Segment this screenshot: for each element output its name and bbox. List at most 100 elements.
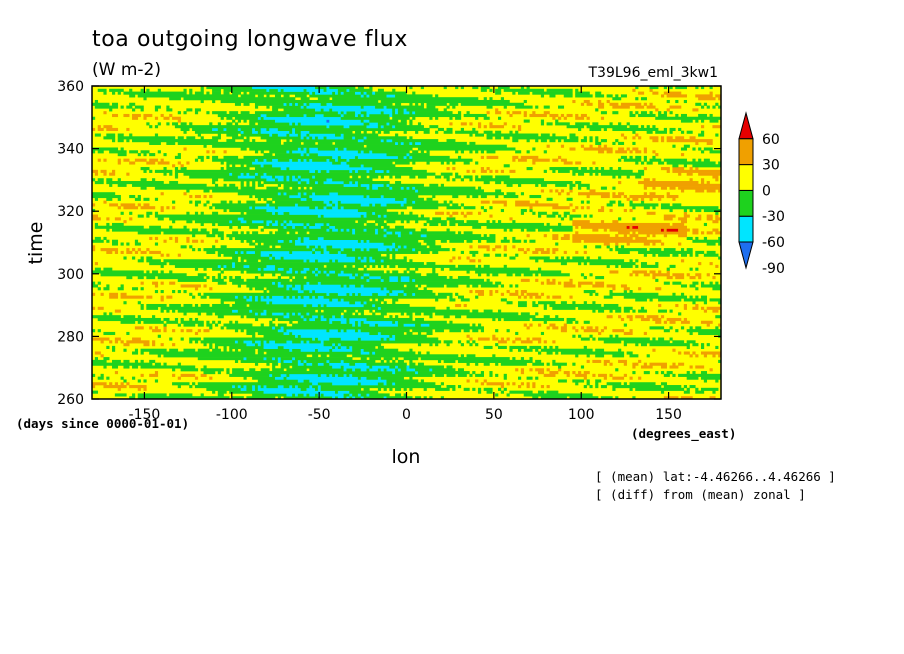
field-cell-run: [143, 343, 150, 347]
field-cell-run: [700, 178, 705, 182]
field-cell-run: [700, 125, 705, 129]
field-cell-run: [518, 376, 522, 380]
field-cell-run: [452, 161, 456, 165]
field-cell-run: [349, 181, 353, 185]
field-cell-run: [172, 343, 176, 347]
field-cell-run: [360, 357, 367, 361]
field-cell-run: [295, 122, 299, 126]
field-cell-run: [132, 365, 139, 369]
field-cell-run: [623, 331, 633, 336]
field-cell-run: [443, 130, 453, 134]
field-cell-run: [183, 147, 187, 151]
field-cell-run: [169, 217, 239, 221]
field-cell-run: [409, 102, 413, 106]
field-cell-run: [117, 387, 121, 391]
field-cell-run: [300, 312, 307, 316]
field-cell-run: [366, 125, 379, 129]
field-cell-run: [283, 376, 287, 380]
field-cell-run: [277, 276, 281, 280]
field-cell-run: [337, 373, 344, 377]
field-cell-run: [203, 284, 207, 288]
field-cell-run: [495, 169, 499, 173]
field-cell-run: [392, 270, 399, 274]
field-cell-run: [203, 371, 216, 375]
field-cell-run: [540, 122, 545, 126]
field-cell-run: [277, 317, 304, 322]
field-cell-run: [300, 133, 307, 137]
field-cell-run: [635, 343, 639, 347]
field-cell-run: [303, 317, 307, 322]
field-cell-run: [269, 301, 273, 305]
field-cell-run: [355, 113, 359, 118]
field-cell-run: [543, 234, 547, 238]
field-cell-run: [297, 203, 327, 207]
field-cell-run: [320, 393, 324, 397]
field-cell-run: [332, 203, 336, 207]
field-cell-run: [706, 105, 710, 109]
field-cell-run: [149, 359, 156, 363]
field-cell-run: [560, 329, 567, 333]
field-cell-run: [672, 222, 685, 227]
field-cell-run: [389, 264, 396, 268]
field-cell-run: [583, 290, 596, 294]
field-cell-run: [329, 273, 339, 277]
field-cell-run: [660, 371, 665, 375]
field-cell-run: [397, 264, 456, 268]
field-cell-run: [174, 155, 181, 159]
field-cell-run: [300, 186, 304, 190]
field-cell-run: [649, 192, 656, 196]
field-cell-run: [460, 127, 464, 132]
field-cell-run: [320, 315, 324, 319]
field-cell-run: [260, 127, 267, 132]
field-cell-run: [469, 373, 473, 377]
field-cell-run: [457, 368, 464, 372]
field-cell-run: [240, 133, 270, 137]
field-cell-run: [335, 345, 339, 349]
field-cell-run: [689, 267, 693, 271]
field-cell-run: [280, 273, 316, 277]
field-cell-run: [200, 88, 204, 92]
field-cell-run: [629, 376, 633, 380]
field-cell-run: [280, 362, 299, 366]
field-cell-run: [412, 116, 416, 120]
field-cell-run: [272, 281, 276, 285]
field-cell-run: [520, 192, 525, 196]
field-cell-run: [369, 365, 373, 369]
field-cell-run: [486, 155, 499, 159]
field-cell-run: [503, 136, 510, 140]
field-cell-run: [403, 256, 407, 260]
field-cell-run: [217, 133, 221, 137]
field-cell-run: [583, 329, 599, 333]
field-cell-run: [360, 91, 364, 95]
field-cell-run: [406, 312, 413, 316]
field-cell-run: [315, 175, 350, 179]
field-cell-run: [243, 155, 333, 159]
field-cell-run: [497, 340, 507, 344]
field-cell-run: [383, 368, 387, 372]
field-cell-run: [366, 136, 407, 140]
field-cell-run: [169, 337, 173, 341]
field-cell-run: [126, 276, 133, 280]
field-cell-run: [566, 113, 573, 118]
field-cell-run: [297, 334, 302, 338]
field-cell-run: [692, 108, 699, 112]
field-cell-run: [477, 239, 482, 243]
field-cell-run: [363, 119, 370, 123]
field-cell-run: [623, 208, 627, 213]
field-cell-run: [346, 158, 350, 162]
field-cell-run: [286, 329, 327, 333]
field-cell-run: [252, 139, 256, 143]
field-cell-run: [392, 108, 396, 112]
field-cell-run: [512, 382, 516, 386]
field-cell-run: [323, 181, 344, 185]
field-cell-run: [612, 127, 659, 132]
field-cell-run: [620, 155, 627, 159]
field-cell-run: [575, 329, 579, 333]
field-cell-run: [243, 376, 247, 380]
field-cell-run: [174, 236, 179, 241]
field-cell-run: [612, 387, 616, 391]
field-cell-run: [197, 323, 204, 327]
field-cell-run: [460, 150, 464, 154]
field-cell-run: [643, 206, 650, 210]
field-cell-run: [297, 320, 330, 324]
